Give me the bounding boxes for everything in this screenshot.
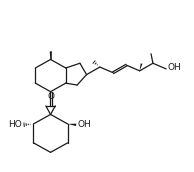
Text: OH: OH bbox=[167, 63, 181, 72]
Polygon shape bbox=[50, 52, 51, 58]
Text: O: O bbox=[47, 92, 54, 101]
Text: HO: HO bbox=[8, 120, 22, 129]
Polygon shape bbox=[140, 63, 142, 71]
Text: OH: OH bbox=[77, 120, 91, 129]
Polygon shape bbox=[68, 124, 76, 126]
